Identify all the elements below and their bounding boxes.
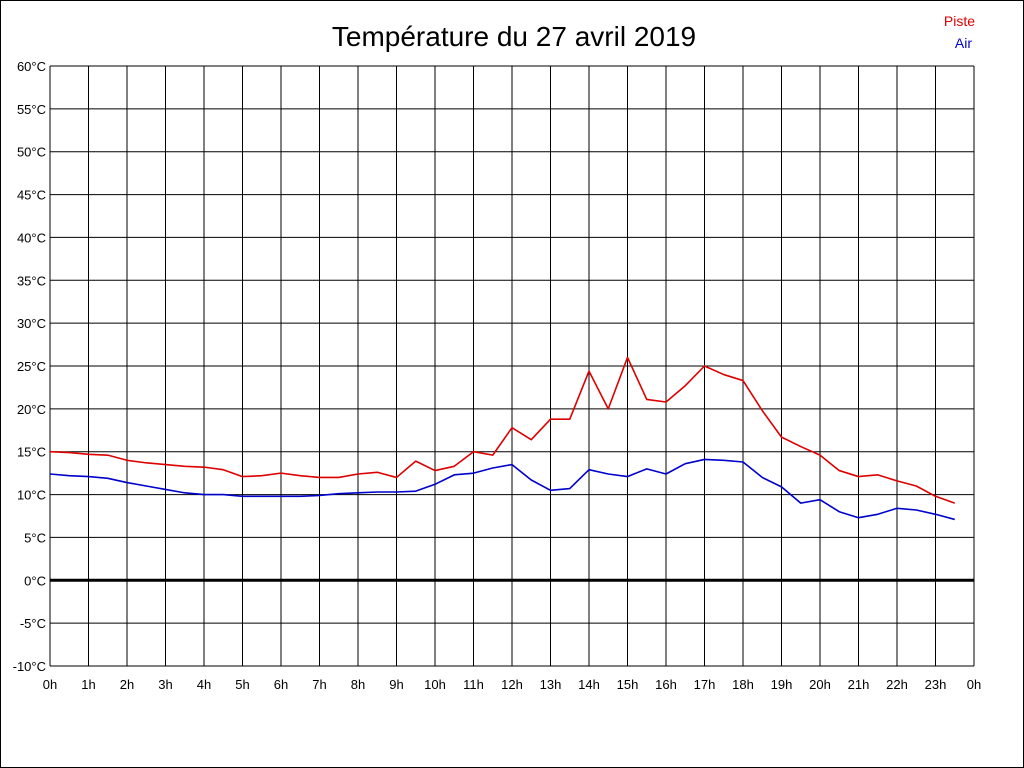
legend-piste: Piste xyxy=(944,13,975,29)
x-tick-label: 13h xyxy=(540,677,562,692)
y-tick-label: 15°C xyxy=(17,445,46,460)
series-line-air xyxy=(49,458,955,521)
x-tick-label: 4h xyxy=(197,677,211,692)
y-tick-label: 55°C xyxy=(17,102,46,117)
y-tick-label: 50°C xyxy=(17,145,46,160)
x-tick-label: 0h xyxy=(967,677,981,692)
y-tick-label: 10°C xyxy=(17,488,46,503)
x-tick-label: 11h xyxy=(463,677,484,692)
x-tick-label: 0h xyxy=(43,677,57,692)
y-tick-label: 30°C xyxy=(17,316,46,331)
y-tick-label: -5°C xyxy=(20,616,46,631)
y-tick-label: 35°C xyxy=(17,273,46,288)
y-tick-label: 60°C xyxy=(17,59,46,74)
y-tick-label: 40°C xyxy=(17,230,46,245)
x-tick-label: 14h xyxy=(578,677,600,692)
x-tick-label: 9h xyxy=(389,677,403,692)
x-tick-label: 20h xyxy=(809,677,831,692)
series-line-piste xyxy=(49,356,956,504)
legend: Piste Air xyxy=(944,13,975,51)
x-tick-label: 23h xyxy=(925,677,947,692)
x-tick-label: 1h xyxy=(81,677,95,692)
grid xyxy=(49,65,975,667)
series-lines xyxy=(49,356,956,521)
x-tick-label: 12h xyxy=(501,677,523,692)
y-tick-label: 5°C xyxy=(24,530,46,545)
x-tick-label: 6h xyxy=(274,677,288,692)
x-tick-label: 17h xyxy=(694,677,716,692)
x-tick-label: 3h xyxy=(158,677,172,692)
y-tick-label: 20°C xyxy=(17,402,46,417)
x-tick-label: 21h xyxy=(848,677,870,692)
x-tick-label: 15h xyxy=(617,677,639,692)
x-tick-label: 8h xyxy=(351,677,365,692)
y-tick-label: 25°C xyxy=(17,359,46,374)
x-tick-label: 7h xyxy=(312,677,326,692)
x-tick-label: 2h xyxy=(120,677,134,692)
y-tick-label: 0°C xyxy=(24,573,46,588)
chart-title: Température du 27 avril 2019 xyxy=(332,21,696,52)
y-tick-label: -10°C xyxy=(13,659,46,674)
x-tick-label: 19h xyxy=(771,677,793,692)
tick-labels: 0h 1h 2h 3h 4h 5h 6h 7h 8h 9h 10h 11h 12h 13h 14h 15h 16… xyxy=(13,59,982,692)
y-tick-label: 45°C xyxy=(17,188,46,203)
x-tick-label: 22h xyxy=(886,677,908,692)
x-tick-label: 16h xyxy=(655,677,677,692)
x-tick-label: 18h xyxy=(732,677,754,692)
legend-air: Air xyxy=(955,35,972,51)
x-tick-label: 10h xyxy=(424,677,446,692)
x-tick-label: 5h xyxy=(235,677,249,692)
